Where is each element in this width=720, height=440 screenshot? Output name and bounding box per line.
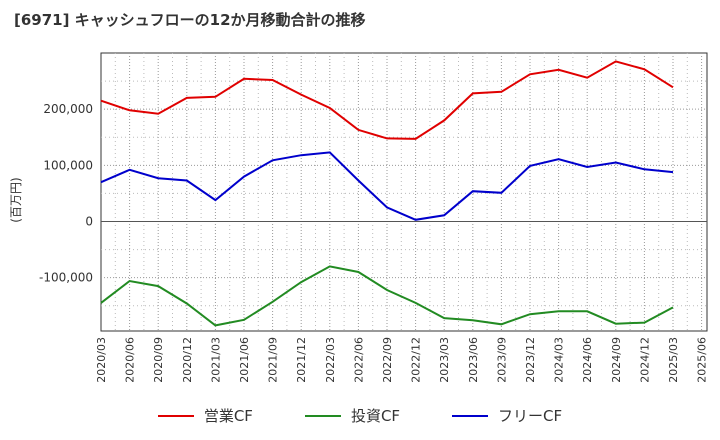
x-tick-label: 2022/03 — [324, 337, 337, 383]
x-tick-label: 2025/03 — [667, 337, 680, 383]
series-line-2 — [100, 265, 674, 327]
legend-item-1: 営業CF — [157, 405, 253, 426]
x-tick-label: 2023/09 — [495, 337, 508, 383]
x-tick-label: 2025/06 — [696, 337, 709, 383]
x-tick-label: 2023/03 — [438, 337, 451, 383]
legend-swatch — [157, 414, 194, 417]
x-tick-label: 2023/06 — [467, 337, 480, 383]
legend-label: 投資CF — [350, 407, 401, 425]
legend: 営業CF 投資CF フリーCF — [0, 405, 720, 426]
x-tick-label: 2022/12 — [410, 337, 423, 383]
x-tick-label: 2021/06 — [238, 337, 251, 383]
legend-swatch — [304, 414, 341, 417]
series-line-3 — [100, 151, 674, 221]
chart-title: [6971] キャッシュフローの12か月移動合計の推移 — [14, 11, 366, 29]
x-tick-label: 2024/03 — [553, 337, 566, 383]
x-tick-label: 2020/06 — [124, 337, 137, 383]
legend-label: 営業CF — [203, 407, 253, 425]
y-axis-label: (百万円) — [9, 177, 23, 222]
legend-item-2: 投資CF — [304, 405, 401, 426]
y-tick-label: 100,000 — [43, 158, 93, 172]
x-tick-label: 2024/12 — [638, 337, 651, 383]
legend-label: フリーCF — [498, 407, 563, 425]
series-line-1 — [100, 60, 674, 140]
y-tick-label: 200,000 — [43, 102, 93, 116]
y-tick-label: 0 — [85, 214, 93, 228]
legend-swatch — [452, 414, 489, 417]
legend-item-3: フリーCF — [452, 405, 562, 426]
x-tick-label: 2024/09 — [610, 337, 623, 383]
y-tick-label: -100,000 — [39, 271, 93, 285]
x-tick-label: 2020/03 — [95, 337, 108, 383]
x-tick-label: 2020/09 — [152, 337, 165, 383]
x-tick-label: 2021/12 — [295, 337, 308, 383]
x-tick-label: 2021/03 — [209, 337, 222, 383]
x-tick-label: 2023/12 — [524, 337, 537, 383]
x-tick-label: 2021/09 — [267, 337, 280, 383]
x-tick-label: 2020/12 — [181, 337, 194, 383]
x-tick-label: 2022/06 — [352, 337, 365, 383]
x-tick-label: 2024/06 — [581, 337, 594, 383]
x-tick-label: 2022/09 — [381, 337, 394, 383]
